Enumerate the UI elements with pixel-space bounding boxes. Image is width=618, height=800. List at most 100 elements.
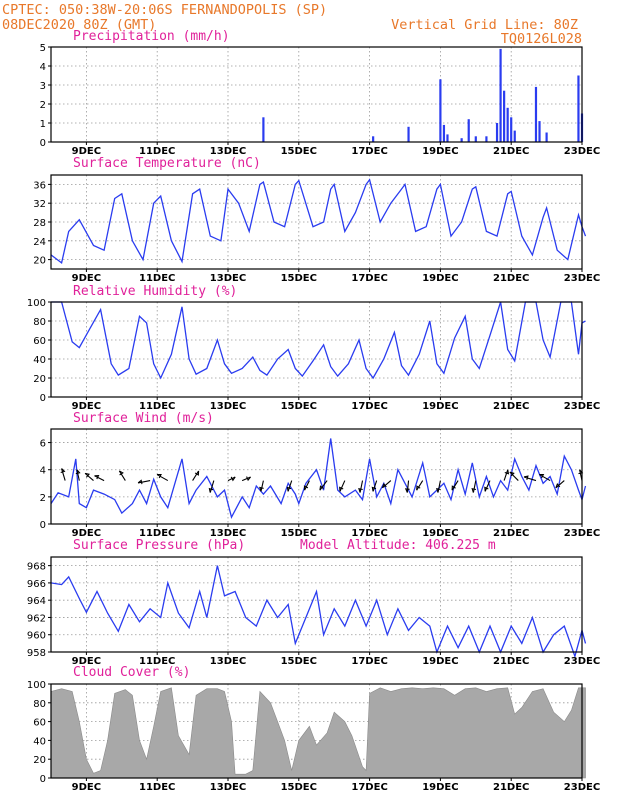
x-tick-label: 23DEC xyxy=(564,273,600,284)
wind-vector xyxy=(319,480,328,491)
wind-arrowhead xyxy=(523,475,529,480)
y-tick-label: 100 xyxy=(27,298,46,309)
panel-6: Cloud Cover (%) 0 20 40 60 80 100 9DEC 11DEC 13DE… xyxy=(27,665,600,793)
wind-arrowhead xyxy=(539,474,545,479)
x-tick-label: 19DEC xyxy=(422,401,458,412)
x-tick-label: 23DEC xyxy=(564,146,600,157)
x-tick-label: 15DEC xyxy=(281,146,317,157)
vertical-grid-note: Vertical Grid Line: 80Z xyxy=(391,17,578,33)
x-tick-label: 21DEC xyxy=(493,528,529,539)
wind-vector xyxy=(241,476,251,482)
wind-vector xyxy=(437,480,441,493)
x-tick-label: 19DEC xyxy=(422,528,458,539)
wind-arrowhead xyxy=(230,476,236,482)
wind-vector xyxy=(503,469,509,481)
x-tick-label: 19DEC xyxy=(422,656,458,667)
y-tick-label: 0 xyxy=(40,138,46,149)
panel-frame xyxy=(50,174,583,270)
wind-arrowhead xyxy=(75,469,81,475)
y-tick-label: 60 xyxy=(33,336,46,347)
panel-frame xyxy=(50,46,583,143)
wind-vector xyxy=(416,480,424,491)
x-tick-label: 17DEC xyxy=(351,401,387,412)
y-tick-label: 40 xyxy=(33,736,46,747)
precip-bar xyxy=(439,79,442,142)
precip-bar xyxy=(442,124,446,142)
y-tick-label: 20 xyxy=(33,755,46,766)
panel-title: Surface Wind (m/s) xyxy=(73,411,214,426)
x-tick-label: 19DEC xyxy=(422,782,458,793)
run-datetime: 08DEC2020 80Z (GMT) xyxy=(2,17,156,33)
precip-bar xyxy=(513,130,516,142)
wind-vector xyxy=(209,480,215,493)
wind-vector xyxy=(509,471,519,481)
wind-arrowhead xyxy=(246,476,251,482)
wind-arrowhead xyxy=(208,487,214,493)
wind-vector xyxy=(339,480,346,492)
x-tick-label: 21DEC xyxy=(493,273,529,284)
wind-vector xyxy=(451,480,459,491)
series-line xyxy=(50,178,587,265)
wind-vector xyxy=(61,468,66,481)
x-tick-label: 23DEC xyxy=(564,782,600,793)
precip-bar xyxy=(474,136,477,142)
panel-title: Relative Humidity (%) xyxy=(73,284,237,299)
precip-bar xyxy=(460,138,463,142)
wind-vector xyxy=(138,480,151,484)
precip-bar xyxy=(467,119,470,142)
wind-vector xyxy=(555,480,565,489)
y-tick-label: 964 xyxy=(27,596,46,607)
wind-arrowhead xyxy=(381,482,387,488)
y-tick-label: 960 xyxy=(27,631,46,642)
wind-arrowhead xyxy=(509,471,515,477)
wind-vector xyxy=(382,480,392,489)
panel-4: Surface Wind (m/s) 0 2 4 6 9DEC 11DEC 13DEC 15DE… xyxy=(40,411,601,539)
panel-5: Surface Pressure (hPa) Model Altitude: 40… xyxy=(27,538,600,667)
x-tick-label: 13DEC xyxy=(210,273,246,284)
x-tick-label: 17DEC xyxy=(351,146,387,157)
x-tick-label: 9DEC xyxy=(72,146,101,157)
x-tick-label: 13DEC xyxy=(210,656,246,667)
x-tick-label: 13DEC xyxy=(210,401,246,412)
x-tick-label: 13DEC xyxy=(210,146,246,157)
y-tick-label: 60 xyxy=(33,718,46,729)
model-resolution: TQ0126L028 xyxy=(501,31,582,47)
wind-vector xyxy=(94,475,105,482)
y-tick-label: 2 xyxy=(40,493,46,504)
x-tick-label: 17DEC xyxy=(351,656,387,667)
y-tick-label: 36 xyxy=(33,180,46,191)
wind-arrowhead xyxy=(371,486,377,492)
x-tick-label: 19DEC xyxy=(422,146,458,157)
y-tick-label: 0 xyxy=(40,774,46,785)
y-tick-label: 80 xyxy=(33,699,46,710)
wind-arrowhead xyxy=(303,485,309,491)
precip-bar xyxy=(503,90,506,142)
wind-arrowhead xyxy=(358,488,363,493)
x-tick-label: 17DEC xyxy=(351,528,387,539)
panel-3: Relative Humidity (%) 0 20 40 60 80 100 9DEC 11D… xyxy=(27,284,600,412)
y-tick-label: 4 xyxy=(40,62,46,73)
wind-arrowhead xyxy=(194,470,200,476)
precip-bar xyxy=(262,117,265,142)
series-line xyxy=(50,438,587,519)
wind-arrowhead xyxy=(339,486,344,492)
y-tick-label: 20 xyxy=(33,374,46,385)
panel-1: Precipitation (mm/h) 0 1 2 3 4 5 9DEC 11DEC 13DEC… xyxy=(40,29,601,157)
x-tick-label: 15DEC xyxy=(281,273,317,284)
wind-arrowhead xyxy=(94,475,100,480)
precip-bar xyxy=(577,75,580,142)
x-tick-label: 13DEC xyxy=(210,528,246,539)
x-tick-label: 9DEC xyxy=(72,656,101,667)
wind-arrowhead xyxy=(286,486,292,492)
x-tick-label: 15DEC xyxy=(281,528,317,539)
wind-arrowhead xyxy=(504,469,510,475)
wind-arrowhead xyxy=(319,485,324,491)
panel-2: Surface Temperature (nC) 20 24 28 32 36 9DEC 11… xyxy=(33,156,600,284)
series-line xyxy=(51,301,586,380)
precip-bar xyxy=(499,48,502,142)
precip-bar xyxy=(538,121,541,142)
y-tick-label: 0 xyxy=(40,520,46,531)
x-tick-label: 11DEC xyxy=(139,401,175,412)
wind-vector xyxy=(118,470,126,481)
